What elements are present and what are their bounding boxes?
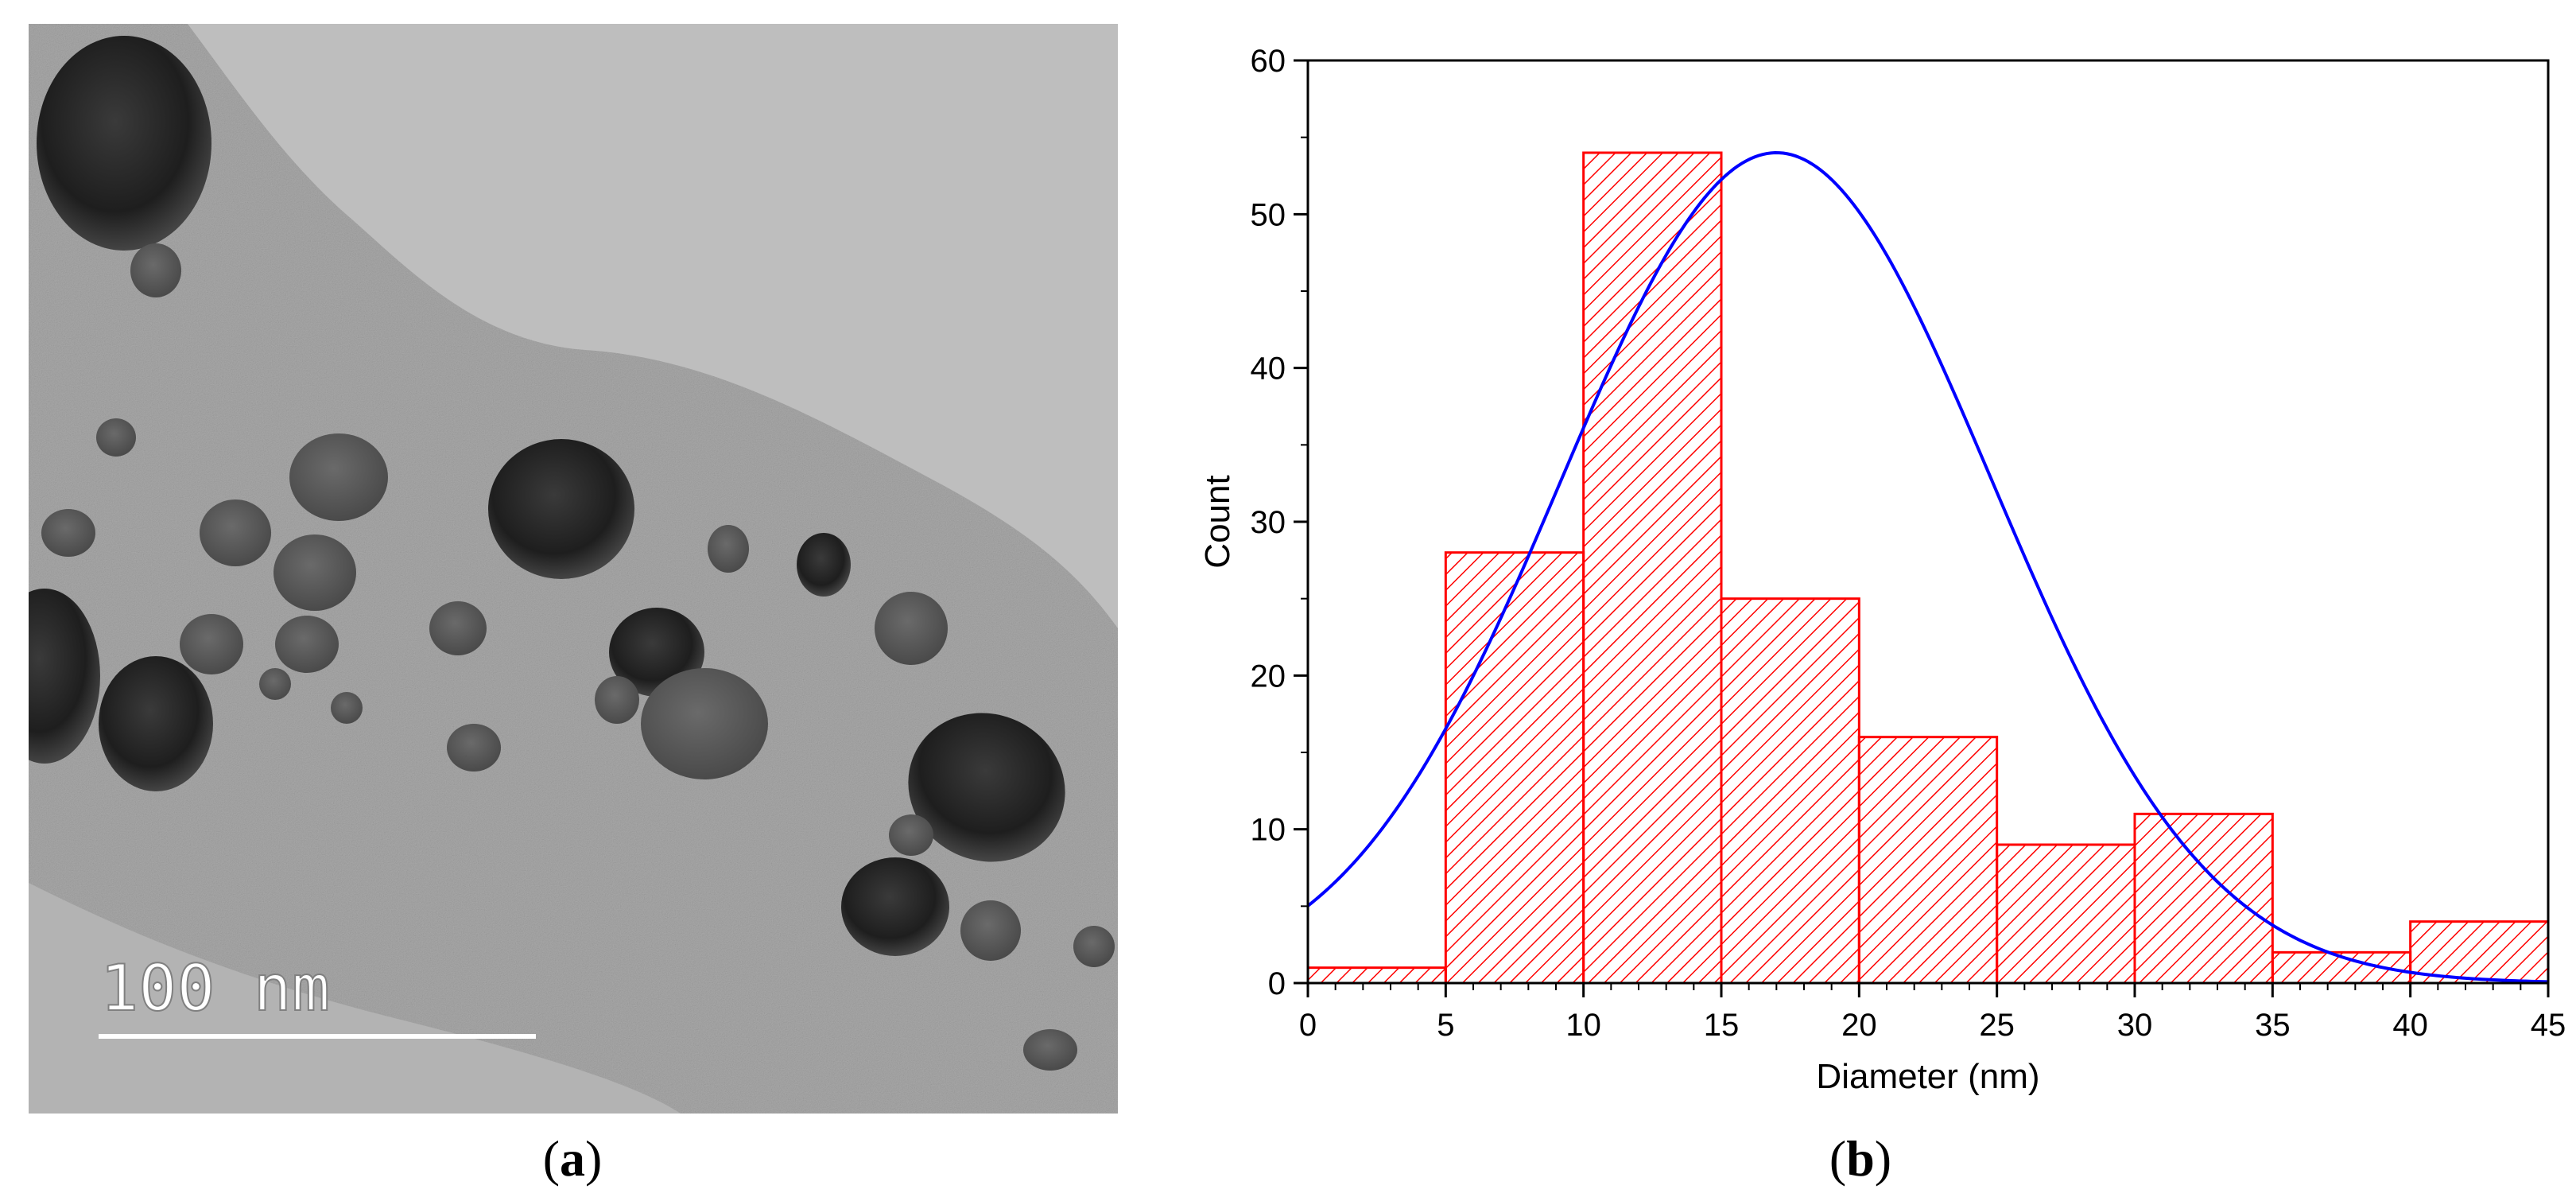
histogram-bar-15-20 bbox=[1720, 597, 1860, 985]
histogram-bar-20-25 bbox=[1857, 736, 1999, 985]
y-tick-label-0: 0 bbox=[1268, 966, 1286, 1001]
histogram-bars bbox=[1306, 151, 2550, 985]
x-tick-label-20: 20 bbox=[1841, 1008, 1877, 1043]
tem-image: 100 nm bbox=[29, 24, 1118, 1114]
scale-bar bbox=[99, 1034, 536, 1039]
y-tick-label-60: 60 bbox=[1251, 44, 1286, 79]
histogram-bar-30-35 bbox=[2133, 812, 2274, 985]
histogram-bar-40-45 bbox=[2409, 920, 2550, 985]
y-tick-label-30: 30 bbox=[1251, 505, 1286, 540]
gaussian-fit-curve bbox=[1306, 151, 2549, 984]
histogram-bar-5-10 bbox=[1444, 551, 1585, 985]
x-tick-label-40: 40 bbox=[2392, 1008, 2428, 1043]
histogram-panel: 0 5 10 15 20 25 30 35 40 45 0 10 20 30 40 50 60 Diamete… bbox=[1185, 32, 2576, 1129]
histogram-chart: 0 5 10 15 20 25 30 35 40 45 0 10 20 30 40 50 60 Diamete… bbox=[1198, 44, 2566, 1096]
histogram-bar-25-30 bbox=[1996, 843, 2136, 985]
x-tick-label-5: 5 bbox=[1437, 1008, 1454, 1043]
y-tick-label-10: 10 bbox=[1251, 813, 1286, 848]
x-tick-label-25: 25 bbox=[1979, 1008, 2015, 1043]
y-tick-label-40: 40 bbox=[1251, 352, 1286, 387]
panel-caption-b: (b) bbox=[1829, 1130, 1892, 1187]
x-axis-label: Diameter (nm) bbox=[1816, 1057, 2039, 1096]
histogram-bar-0-5 bbox=[1306, 966, 1447, 985]
y-tick-label-50: 50 bbox=[1251, 197, 1286, 232]
tem-lower-region bbox=[29, 883, 681, 1114]
x-tick-label-10: 10 bbox=[1565, 1008, 1601, 1043]
histogram-bar-10-15 bbox=[1582, 151, 1723, 985]
x-tick-label-30: 30 bbox=[2117, 1008, 2153, 1043]
tem-micrograph: 100 nm bbox=[29, 24, 1118, 1114]
x-tick-label-0: 0 bbox=[1299, 1008, 1317, 1043]
x-tick-label-45: 45 bbox=[2531, 1008, 2566, 1043]
scale-bar-label: 100 nm bbox=[100, 951, 330, 1025]
y-tick-label-20: 20 bbox=[1251, 659, 1286, 694]
y-axis: 0 10 20 30 40 50 60 bbox=[1251, 44, 1308, 1001]
panel-caption-a: (a) bbox=[542, 1130, 603, 1187]
tem-vacuum-region bbox=[188, 24, 1118, 628]
x-tick-label-15: 15 bbox=[1704, 1008, 1740, 1043]
tem-nanoparticles bbox=[29, 36, 1115, 1071]
y-axis-label: Count bbox=[1198, 475, 1237, 568]
x-axis: 0 5 10 15 20 25 30 35 40 45 bbox=[1299, 983, 2566, 1043]
x-tick-label-35: 35 bbox=[2255, 1008, 2291, 1043]
